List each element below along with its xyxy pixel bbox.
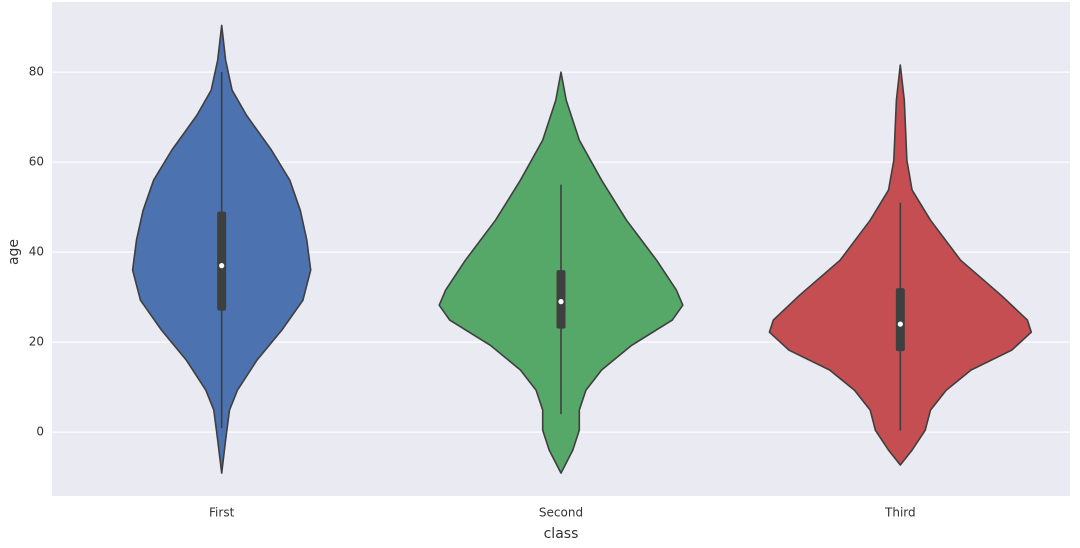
box — [217, 211, 227, 311]
median — [558, 299, 564, 305]
median — [897, 321, 903, 327]
x-axis-title: class — [544, 526, 579, 542]
y-tick-label: 60 — [29, 155, 44, 169]
median — [219, 263, 225, 269]
y-tick-label: 40 — [29, 245, 44, 259]
y-tick-label: 0 — [36, 425, 44, 439]
x-tick-label: Third — [884, 506, 916, 520]
x-tick-label: First — [209, 506, 235, 520]
x-tick-label: Second — [539, 506, 583, 520]
y-tick-label: 20 — [29, 335, 44, 349]
y-tick-label: 80 — [29, 65, 44, 79]
y-axis-title: age — [6, 239, 22, 265]
box — [895, 288, 905, 352]
